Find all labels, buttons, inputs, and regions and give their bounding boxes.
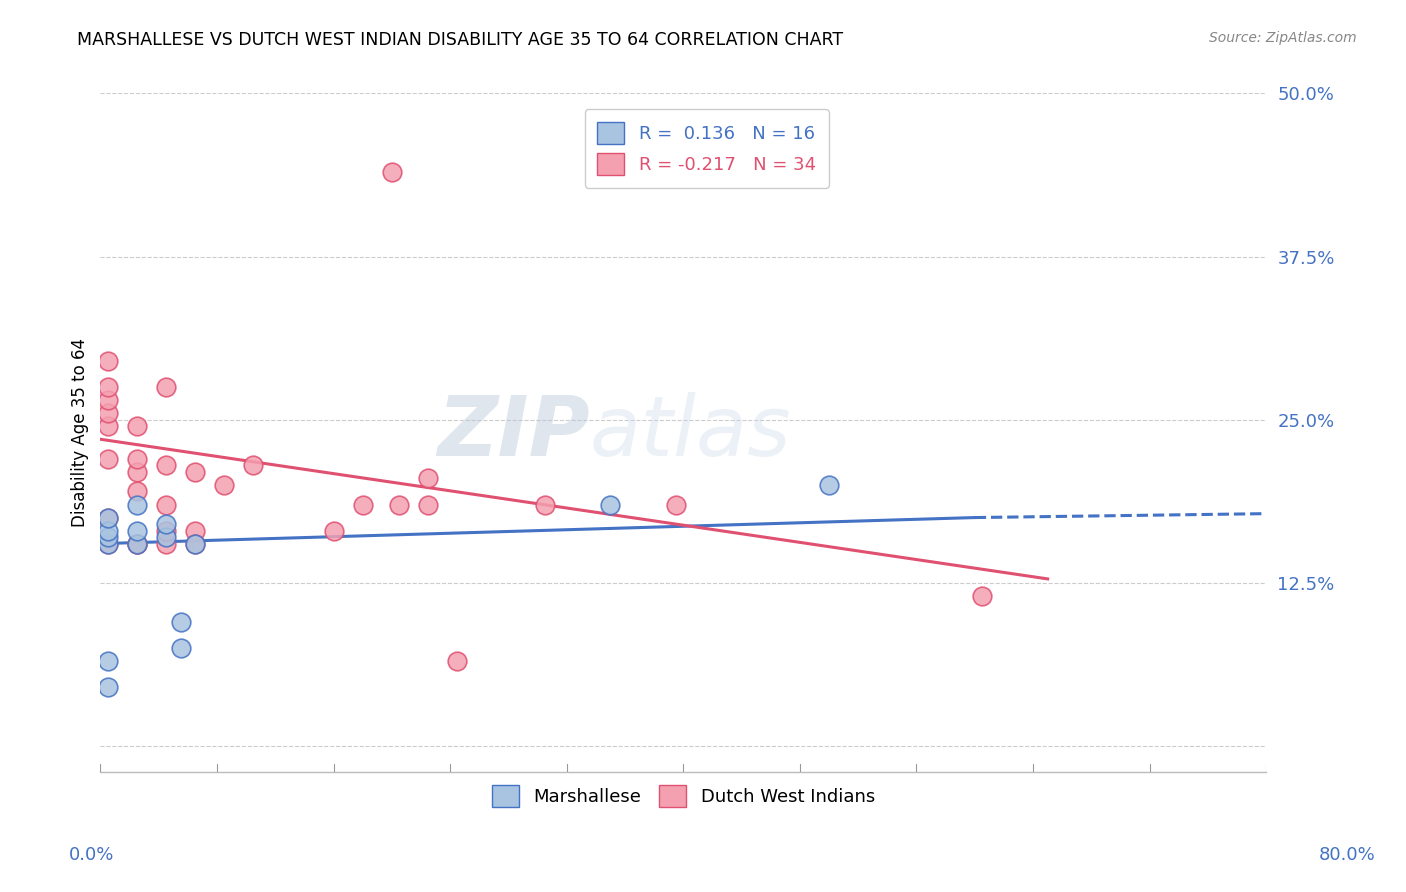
Point	[97, 510, 120, 524]
Text: Source: ZipAtlas.com: Source: ZipAtlas.com	[1209, 31, 1357, 45]
Text: ZIP: ZIP	[437, 392, 591, 474]
Point	[242, 458, 264, 473]
Point	[818, 478, 841, 492]
Point	[155, 458, 177, 473]
Point	[418, 471, 440, 485]
Point	[97, 451, 120, 466]
Point	[169, 615, 191, 629]
Point	[125, 484, 148, 499]
Point	[184, 465, 207, 479]
Y-axis label: Disability Age 35 to 64: Disability Age 35 to 64	[72, 338, 89, 527]
Point	[125, 419, 148, 434]
Point	[97, 510, 120, 524]
Point	[125, 536, 148, 550]
Point	[665, 498, 688, 512]
Point	[446, 654, 468, 668]
Point	[97, 419, 120, 434]
Point	[97, 393, 120, 408]
Point	[97, 530, 120, 544]
Point	[169, 641, 191, 656]
Point	[970, 589, 993, 603]
Text: MARSHALLESE VS DUTCH WEST INDIAN DISABILITY AGE 35 TO 64 CORRELATION CHART: MARSHALLESE VS DUTCH WEST INDIAN DISABIL…	[77, 31, 844, 49]
Point	[125, 524, 148, 538]
Point	[125, 451, 148, 466]
Point	[184, 524, 207, 538]
Point	[388, 498, 411, 512]
Point	[155, 517, 177, 532]
Point	[97, 380, 120, 394]
Point	[155, 380, 177, 394]
Point	[125, 498, 148, 512]
Point	[97, 680, 120, 694]
Text: 0.0%: 0.0%	[69, 846, 114, 863]
Point	[418, 498, 440, 512]
Point	[97, 406, 120, 420]
Point	[322, 524, 344, 538]
Point	[97, 536, 120, 550]
Point	[125, 465, 148, 479]
Point	[352, 498, 374, 512]
Point	[599, 498, 621, 512]
Text: 80.0%: 80.0%	[1319, 846, 1375, 863]
Point	[184, 536, 207, 550]
Point	[125, 536, 148, 550]
Point	[97, 654, 120, 668]
Point	[125, 536, 148, 550]
Point	[212, 478, 235, 492]
Point	[155, 498, 177, 512]
Point	[155, 524, 177, 538]
Point	[155, 530, 177, 544]
Point	[97, 536, 120, 550]
Point	[97, 354, 120, 368]
Point	[184, 536, 207, 550]
Point	[155, 536, 177, 550]
Point	[534, 498, 557, 512]
Point	[97, 524, 120, 538]
Text: atlas: atlas	[591, 392, 792, 474]
Legend: Marshallese, Dutch West Indians: Marshallese, Dutch West Indians	[485, 778, 882, 814]
Point	[381, 164, 404, 178]
